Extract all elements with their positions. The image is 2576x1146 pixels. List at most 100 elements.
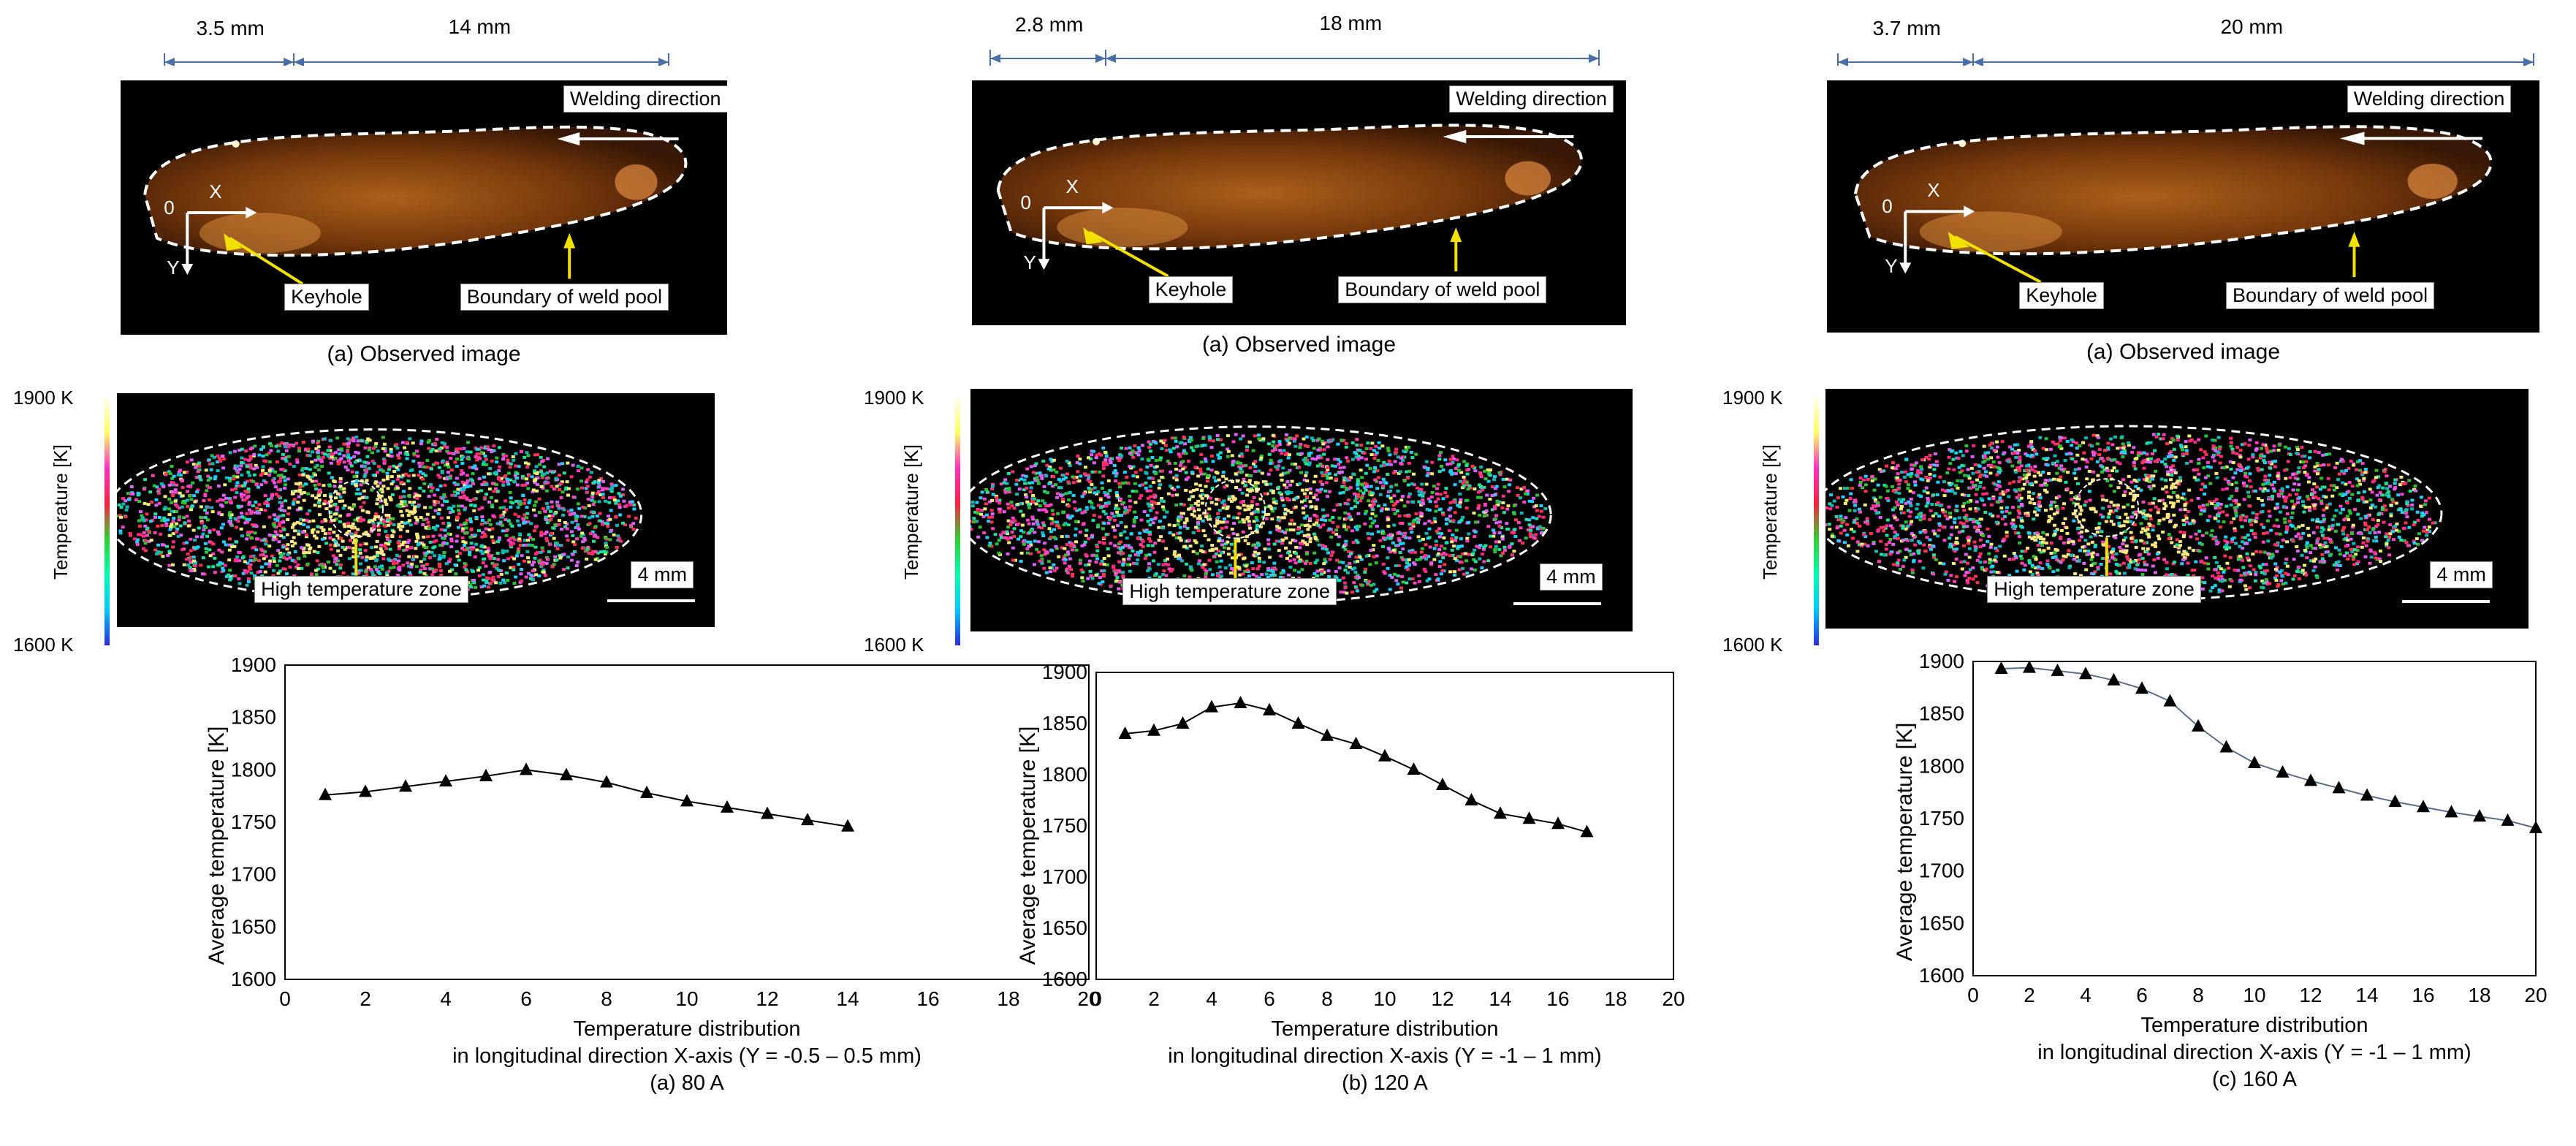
data-point	[1378, 748, 1391, 762]
data-point	[640, 785, 653, 798]
colorbar-max-label: 1900 K	[1722, 387, 1783, 409]
data-point	[1494, 806, 1507, 819]
weld-pool-photo	[1853, 125, 2493, 284]
welding-direction-label: Welding direction	[563, 85, 727, 113]
x-tick-label: 12	[2299, 984, 2322, 1005]
data-point	[841, 819, 854, 832]
boundary-label: Boundary of weld pool	[2226, 282, 2435, 309]
series-line	[2001, 667, 2537, 829]
x-tick-label: 8	[2192, 984, 2204, 1005]
y-tick-label: 1700	[231, 863, 276, 886]
temperature-chart: 1600 1650 1700 1750 1800 1850 1900 0 2 4 6 8 10 12 14 1…	[231, 653, 1101, 1009]
chart-caption-line3: (a) 80 A	[650, 1071, 724, 1095]
temperature-map	[970, 425, 1552, 604]
observed-caption: (a) Observed image	[1201, 333, 1397, 357]
plot-area	[284, 664, 1090, 980]
x-tick-label: 10	[675, 987, 698, 1009]
chart-caption-line1: Temperature distribution	[1271, 1017, 1499, 1041]
data-point	[2219, 740, 2233, 753]
x-tick-label: 8	[601, 987, 612, 1009]
x-tick-label: 20	[1662, 987, 1684, 1009]
temperature-chart: 1600 1650 1700 1750 1800 1850 1900 0 2 4 6 8 10 12 14 1…	[1042, 661, 1685, 1009]
y-tick-label: 1700	[1042, 865, 1087, 888]
y-tick-label: 1750	[1919, 807, 1964, 830]
x-tick-label: 10	[1373, 987, 1396, 1009]
high-temperature-zone-label: High temperature zone	[1987, 575, 2201, 603]
colorbar-max-label: 1900 K	[864, 387, 924, 409]
data-point	[1464, 793, 1478, 805]
chart-caption-line2: in longitudinal direction X-axis (Y = -1…	[1168, 1044, 1602, 1068]
dimension-line	[989, 50, 1600, 66]
y-tick-label: 1650	[1919, 911, 1964, 934]
x-tick-label: 16	[1546, 987, 1569, 1009]
y-tick-label: 1750	[1042, 814, 1087, 837]
data-point	[2276, 764, 2290, 778]
data-point	[2107, 672, 2121, 686]
boundary-label: Boundary of weld pool	[1338, 276, 1547, 303]
x-tick-label: 14	[836, 987, 859, 1009]
observed-image: Welding direction Keyhole Boundary of we…	[1827, 80, 2539, 333]
x-tick-label: 0	[1090, 987, 1102, 1009]
data-point	[2388, 794, 2402, 808]
data-point	[721, 800, 734, 813]
dimension-right-label: 14 mm	[448, 15, 512, 38]
thermal-image: High temperature zone 4 mm	[117, 393, 715, 627]
x-tick-label: 0	[1967, 984, 1979, 1005]
x-tick-label: 2	[2024, 984, 2035, 1005]
colorbar-min-label: 1600 K	[13, 634, 74, 656]
thermal-image: High temperature zone 4 mm	[1825, 389, 2528, 629]
x-tick-label: 14	[1489, 987, 1511, 1009]
data-point	[2079, 667, 2092, 680]
data-point	[2192, 718, 2205, 732]
colorbar	[1814, 397, 1819, 645]
data-point	[600, 775, 613, 788]
temperature-map	[117, 428, 643, 602]
data-point	[761, 806, 774, 819]
x-tick-label: 18	[1604, 987, 1627, 1009]
data-point	[2529, 820, 2542, 833]
data-point	[1551, 816, 1565, 830]
y-tick-label: 1900	[231, 653, 276, 676]
keyhole-label: Keyhole	[284, 284, 369, 311]
data-point	[2135, 681, 2148, 694]
data-point	[1234, 696, 1247, 708]
origin-label: 0	[1020, 191, 1031, 214]
data-point	[1176, 716, 1190, 729]
data-point	[1349, 737, 1363, 749]
chart-caption-line3: (b) 120 A	[1342, 1071, 1428, 1095]
x-tick-label: 20	[1077, 987, 1100, 1009]
x-tick-label: 2	[1148, 987, 1160, 1009]
temperature-chart: 1600 1650 1700 1750 1800 1850 1900 0 2 4 6 8 10 12 14 1…	[1919, 650, 2547, 1005]
y-tick-label: 1600	[231, 968, 276, 990]
colorbar	[955, 397, 960, 645]
data-point	[1118, 726, 1132, 739]
y-tick-label: 1800	[231, 758, 276, 781]
plot-area	[1972, 661, 2537, 976]
x-tick-label: 0	[279, 987, 291, 1009]
data-point	[2332, 781, 2346, 794]
data-point	[399, 779, 412, 792]
data-point	[2444, 805, 2458, 818]
data-point	[2023, 660, 2036, 673]
x-tick-label: 14	[2355, 984, 2378, 1005]
data-point	[1147, 723, 1160, 736]
x-tick-label: 12	[756, 987, 778, 1009]
scale-bar	[1513, 602, 1601, 606]
high-temperature-zone-label: High temperature zone	[254, 575, 468, 603]
x-axis-label: X	[209, 180, 222, 202]
data-point	[1580, 824, 1594, 838]
y-tick-label: 1650	[1042, 917, 1087, 939]
x-tick-label: 18	[997, 987, 1019, 1009]
data-point	[801, 813, 814, 826]
plot-area	[1095, 672, 1674, 980]
x-tick-label: 2	[360, 987, 371, 1009]
dimension-line	[164, 53, 669, 66]
x-tick-label: 6	[2136, 984, 2148, 1005]
y-tick-label: 1900	[1919, 650, 1964, 672]
boundary-label: Boundary of weld pool	[460, 284, 669, 311]
origin-label: 0	[1882, 195, 1893, 218]
x-tick-label: 16	[916, 987, 939, 1009]
chart-caption-line1: Temperature distribution	[573, 1017, 801, 1041]
scale-bar-label: 4 mm	[631, 561, 694, 589]
